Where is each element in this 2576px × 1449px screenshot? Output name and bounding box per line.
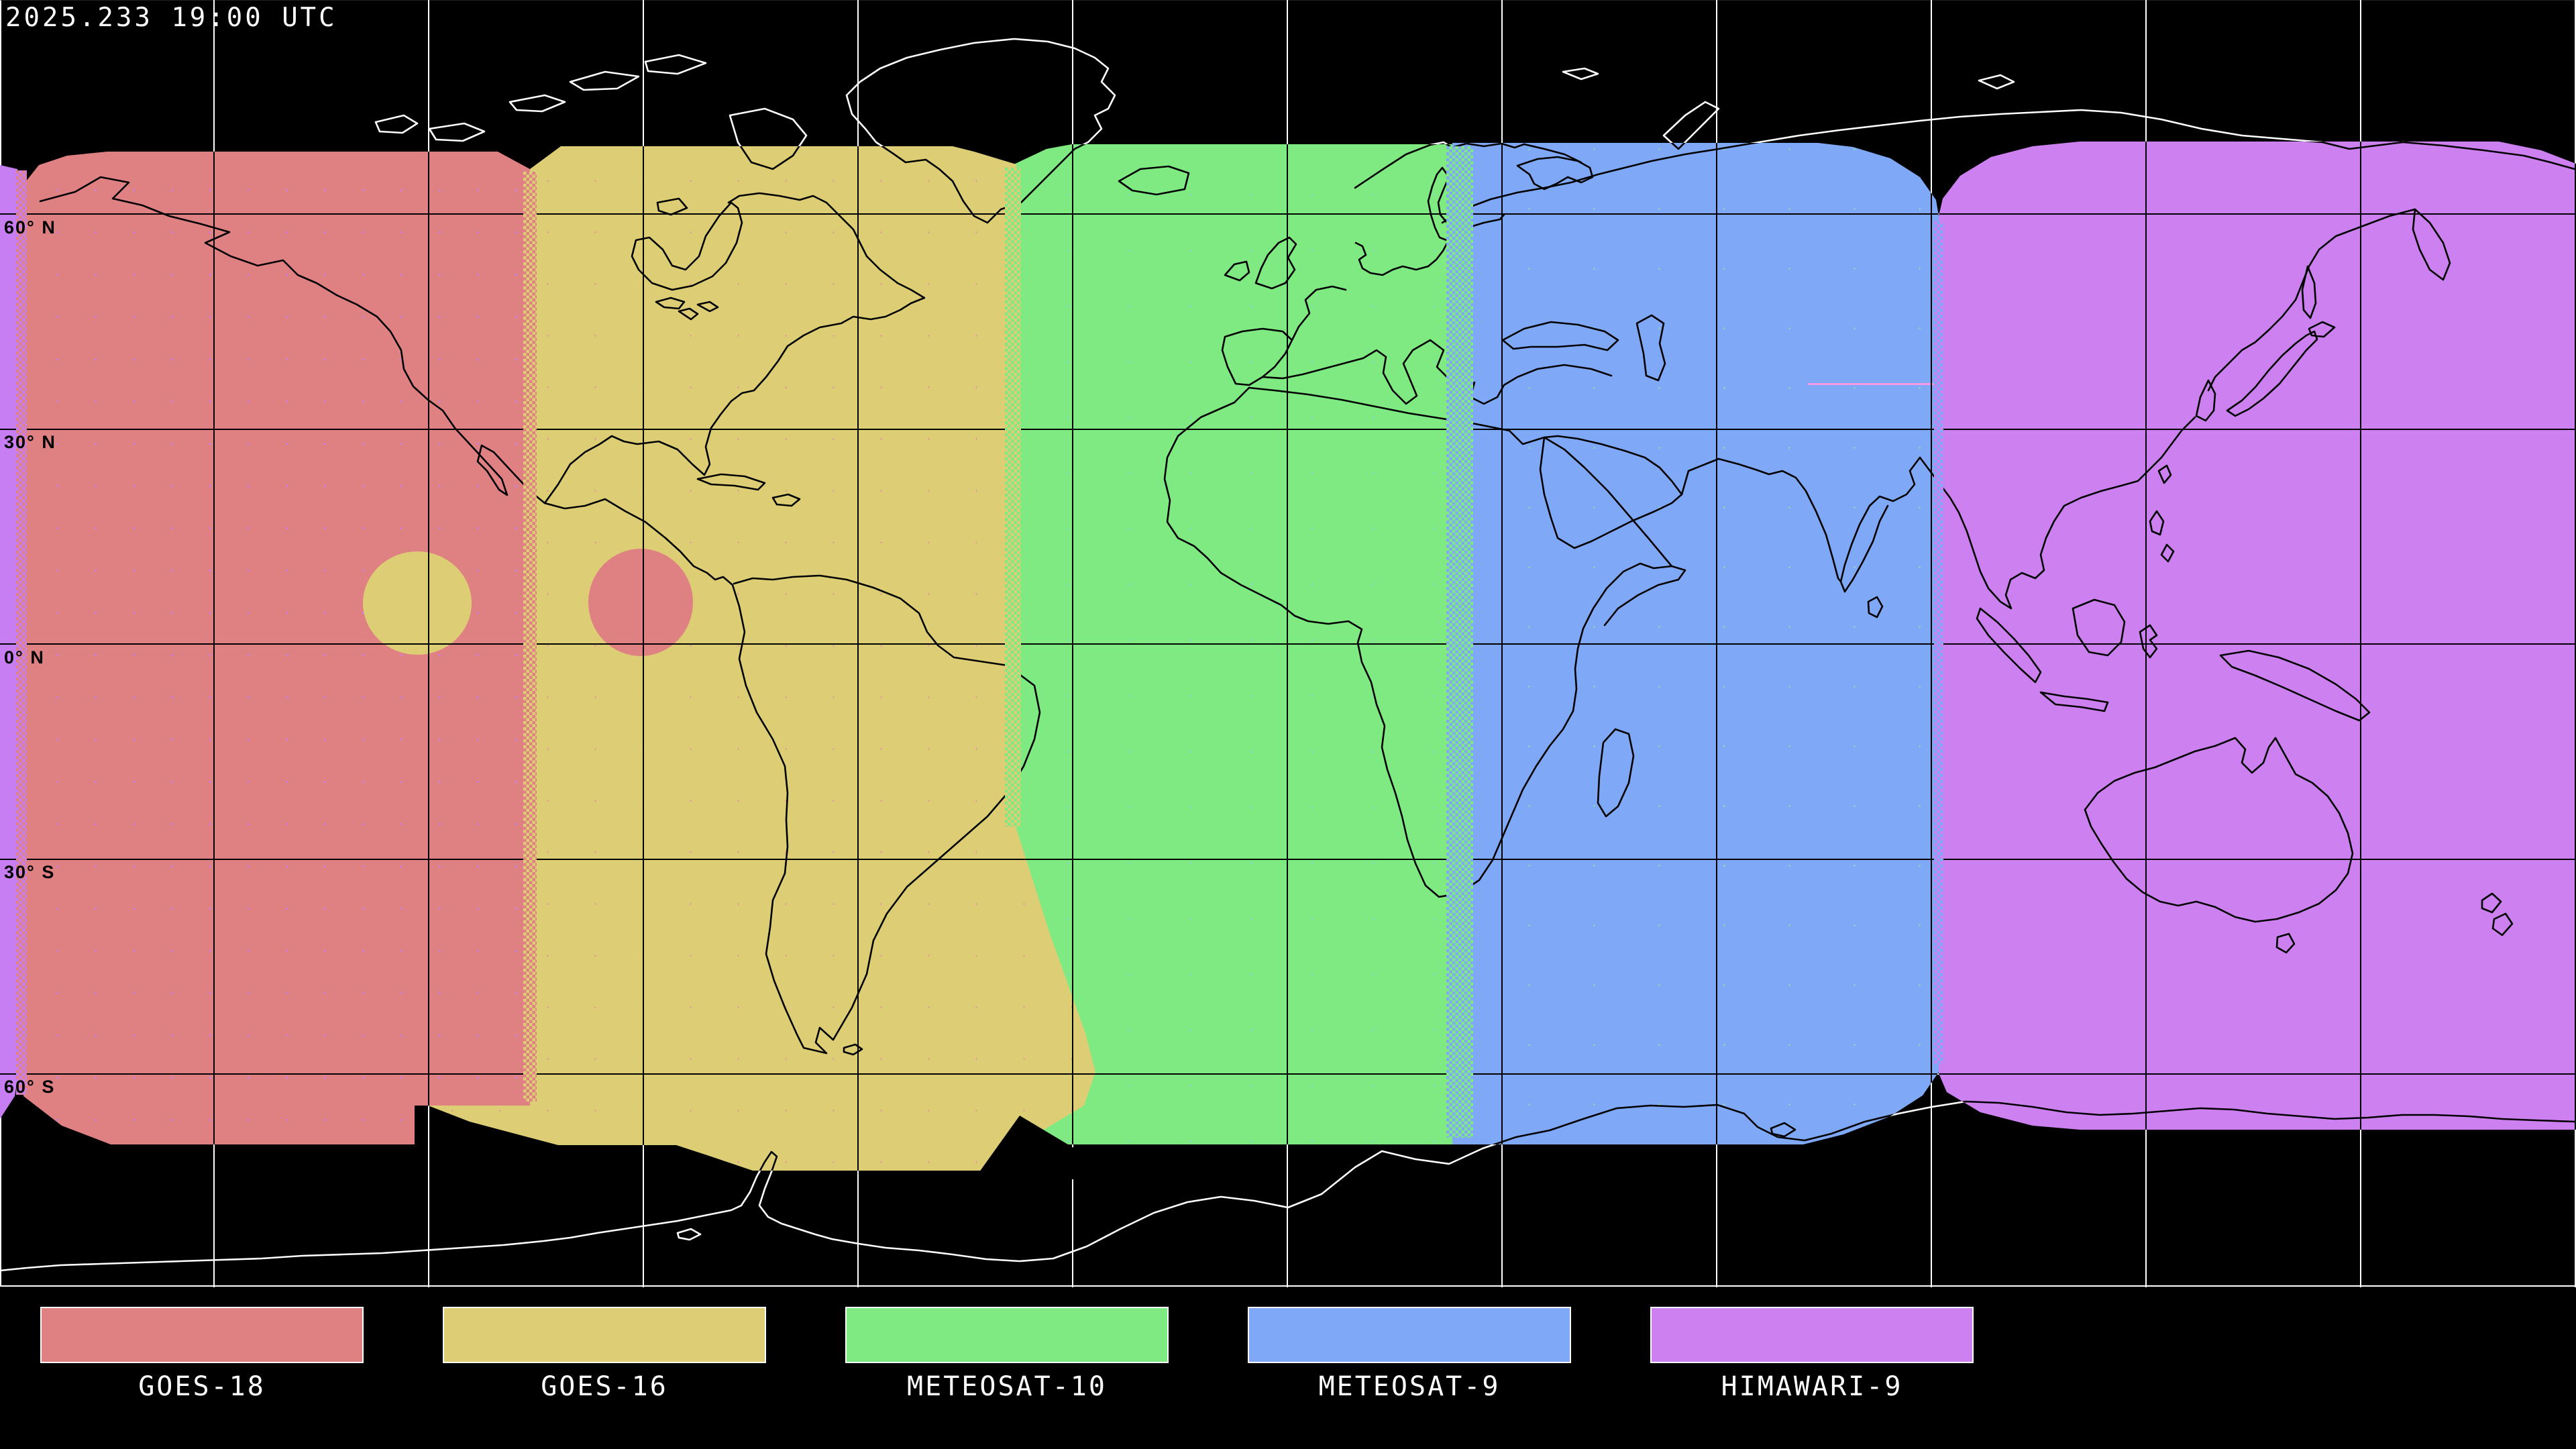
legend-item-meteosat-10: METEOSAT-10 [845, 1307, 1169, 1402]
latitude-label-30s: 30° S [4, 862, 56, 882]
legend-label-meteosat-9: METEOSAT-9 [1318, 1371, 1501, 1402]
legend-item-goes-18: GOES-18 [40, 1307, 364, 1402]
graticule-over-meteosat-10 [1010, 144, 1452, 1144]
graticule-over-goes-18 [23, 152, 530, 1144]
dither-boundary-meteosat9-himawari9 [1934, 221, 1943, 1064]
coverage-band-goes-18 [23, 152, 530, 1144]
dither-boundary-goes16-meteosat10 [1005, 168, 1021, 826]
latitude-label-60n: 60° N [4, 217, 56, 237]
legend-swatch-himawari-9 [1650, 1307, 1974, 1363]
legend-swatch-goes-16 [443, 1307, 766, 1363]
graticule-over-meteosat-9 [1452, 143, 1939, 1144]
latitude-label-60s: 60° S [4, 1077, 56, 1097]
legend-swatch-meteosat-10 [845, 1307, 1169, 1363]
legend-label-goes-16: GOES-16 [541, 1371, 668, 1402]
legend-swatch-goes-18 [40, 1307, 364, 1363]
coverage-band-meteosat-10 [1010, 144, 1452, 1144]
legend: GOES-18 GOES-16 METEOSAT-10 METEOSAT-9 H… [0, 1307, 2576, 1449]
coverage-band-goes-16 [428, 146, 1095, 1171]
legend-item-meteosat-9: METEOSAT-9 [1248, 1307, 1571, 1402]
graticule-over-goes-16 [428, 146, 1095, 1171]
legend-label-meteosat-10: METEOSAT-10 [907, 1371, 1107, 1402]
dither-boundary-meteosat10-meteosat9 [1446, 146, 1473, 1138]
legend-label-himawari-9: HIMAWARI-9 [1721, 1371, 1903, 1402]
coverage-band-meteosat-9 [1452, 143, 1939, 1144]
coverage-band-himawari-9 [1939, 142, 2576, 1130]
legend-item-goes-16: GOES-16 [443, 1307, 766, 1402]
legend-label-goes-18: GOES-18 [138, 1371, 266, 1402]
legend-item-himawari-9: HIMAWARI-9 [1650, 1307, 1974, 1402]
timestamp: 2025.233 19:00 UTC [5, 3, 337, 33]
dither-boundary-goes18-goes16 [523, 172, 537, 1102]
graticule-over-himawari-9 [1939, 142, 2576, 1130]
world-coverage-map: 60° N 30° N 0° N 30° S 60° S 2025.233 19… [0, 0, 2576, 1287]
latitude-label-30n: 30° N [4, 432, 56, 452]
dither-boundary-himawari-goes18 [16, 170, 27, 1095]
legend-swatch-meteosat-9 [1248, 1307, 1571, 1363]
latitude-label-0n: 0° N [4, 647, 45, 667]
